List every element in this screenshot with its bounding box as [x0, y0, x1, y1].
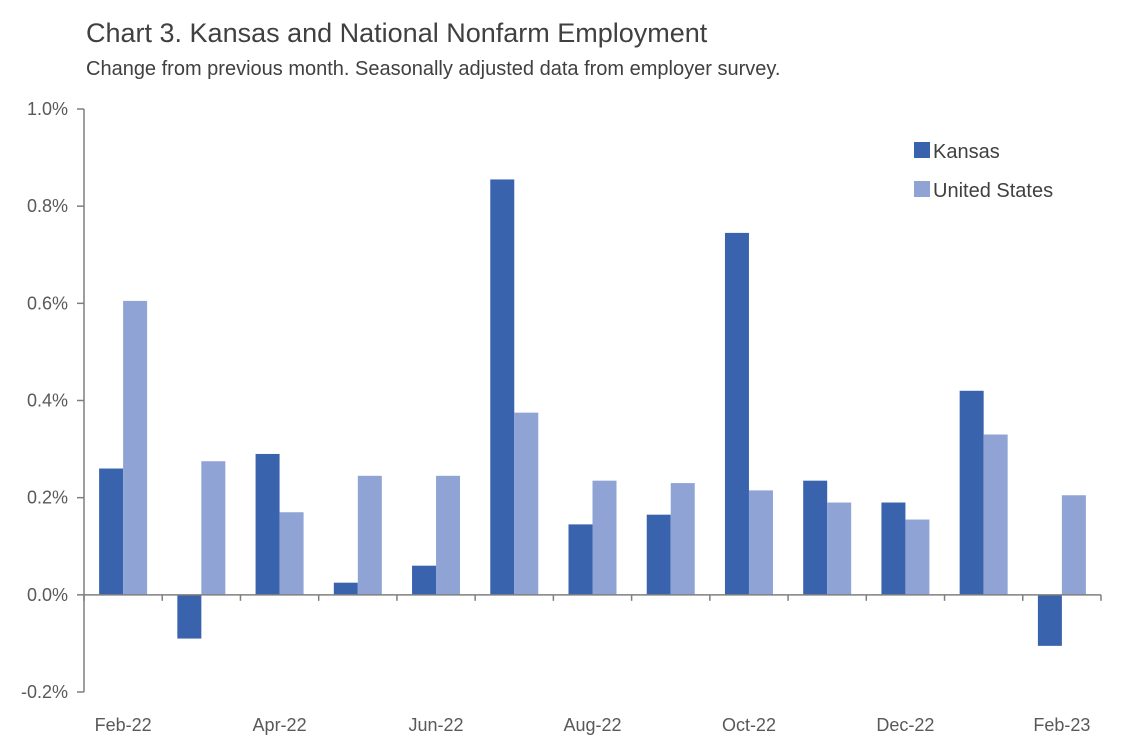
bar-united-states [201, 461, 226, 595]
bar-kansas [255, 453, 280, 595]
bar-kansas [881, 502, 906, 595]
x-tick-label: Aug-22 [563, 715, 621, 735]
bar-united-states [123, 300, 148, 595]
y-tick-label: 0.8% [27, 196, 68, 216]
legend-swatch [914, 142, 930, 158]
bar-kansas [333, 582, 358, 595]
bar-kansas [803, 480, 828, 595]
bar-kansas [99, 468, 124, 595]
y-tick-label: 0.0% [27, 585, 68, 605]
bar-kansas [490, 179, 515, 595]
chart-title: Chart 3. Kansas and National Nonfarm Emp… [86, 18, 708, 48]
x-tick-label: Oct-22 [722, 715, 776, 735]
bar-kansas [177, 594, 202, 639]
bar-united-states [827, 502, 852, 595]
y-tick-label: 0.4% [27, 391, 68, 411]
legend-swatch [914, 181, 930, 197]
bar-kansas [568, 524, 593, 595]
x-tick-label: Apr-22 [253, 715, 307, 735]
bar-united-states [1061, 495, 1086, 595]
y-tick-label: 0.6% [27, 293, 68, 313]
bar-kansas [724, 232, 749, 595]
bar-united-states [279, 512, 304, 595]
y-tick-label: 1.0% [27, 99, 68, 119]
bar-united-states [983, 434, 1008, 595]
bar-kansas [959, 390, 984, 595]
bar-united-states [905, 519, 930, 595]
y-tick-label: 0.2% [27, 488, 68, 508]
x-tick-label: Feb-23 [1033, 715, 1090, 735]
bar-united-states [592, 480, 617, 595]
chart-subtitle: Change from previous month. Seasonally a… [86, 58, 781, 80]
bar-kansas [1037, 594, 1062, 646]
bar-kansas [412, 565, 437, 595]
bar-united-states [357, 475, 382, 595]
bar-united-states [436, 475, 461, 595]
legend-label: United States [933, 180, 1053, 202]
x-tick-label: Feb-22 [95, 715, 152, 735]
bar-united-states [748, 490, 773, 595]
bar-united-states [670, 483, 695, 595]
y-tick-label: -0.2% [21, 682, 68, 702]
legend-label: Kansas [933, 141, 1000, 163]
x-tick-label: Jun-22 [409, 715, 464, 735]
bar-kansas [646, 514, 671, 595]
bar-united-states [514, 412, 539, 595]
x-tick-label: Dec-22 [876, 715, 934, 735]
